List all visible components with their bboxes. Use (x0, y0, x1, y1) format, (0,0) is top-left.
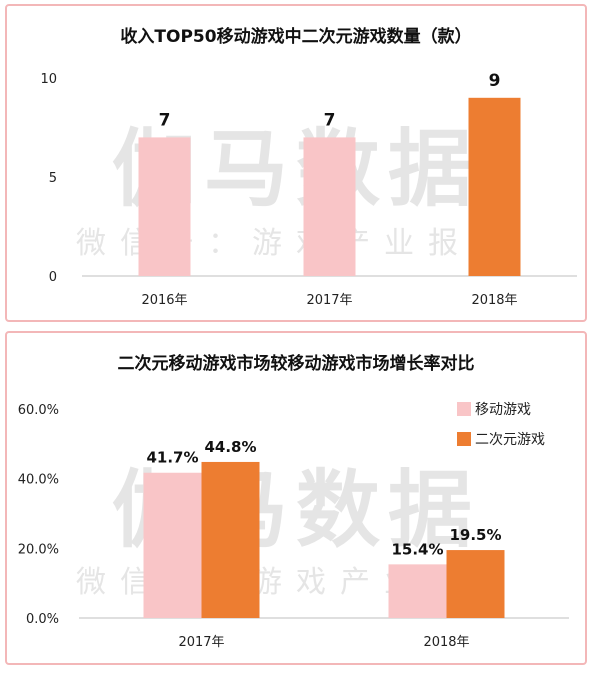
x-tick-label: 2017年 (306, 293, 352, 308)
x-tick-label: 2016年 (141, 293, 187, 308)
x-tick-label: 2018年 (471, 293, 517, 308)
legend-label: 移动游戏 (475, 402, 531, 418)
data-label: 7 (159, 110, 171, 130)
data-label: 9 (489, 71, 501, 91)
chart-panel-1: 收入TOP50移动游戏中二次元游戏数量（款） 伽马数据 微信号：游戏产业报告 0… (5, 4, 587, 322)
y-tick-label: 10 (40, 72, 57, 87)
data-label: 19.5% (449, 526, 501, 544)
chart-panel-2: 二次元移动游戏市场较移动游戏市场增长率对比 伽马数据 微信号：游戏产业报告 0.… (5, 331, 587, 665)
bar (388, 564, 447, 618)
legend-item: 二次元游戏 (457, 429, 545, 449)
x-tick-label: 2018年 (423, 635, 469, 650)
bar (138, 137, 191, 276)
legend-label: 二次元游戏 (475, 432, 545, 448)
bar (201, 461, 260, 618)
legend-swatch (457, 402, 471, 416)
y-tick-label: 60.0% (18, 403, 59, 418)
legend: 移动游戏 二次元游戏 (457, 399, 545, 459)
x-tick-label: 2017年 (178, 635, 224, 650)
data-label: 41.7% (146, 449, 198, 467)
bar (446, 550, 505, 618)
legend-swatch (457, 432, 471, 446)
chart-title: 收入TOP50移动游戏中二次元游戏数量（款） (120, 27, 472, 47)
data-label: 7 (324, 110, 336, 130)
data-label: 44.8% (204, 438, 256, 456)
y-tick-label: 0.0% (26, 612, 59, 627)
y-tick-label: 5 (49, 171, 57, 186)
bar-chart-2: 0.0% 20.0% 40.0% 60.0% 41.7% 44.8% 2017年 15.4% 1… (18, 403, 569, 650)
data-label: 15.4% (391, 540, 443, 558)
bar (303, 137, 356, 276)
y-tick-label: 20.0% (18, 542, 59, 557)
chart-title: 二次元移动游戏市场较移动游戏市场增长率对比 (117, 354, 475, 374)
y-tick-label: 40.0% (18, 473, 59, 488)
y-tick-label: 0 (49, 270, 57, 285)
legend-item: 移动游戏 (457, 399, 545, 419)
bar (468, 97, 521, 276)
bar (143, 472, 202, 618)
bar-chart-1: 0 5 10 7 2016年 7 2017年 9 2018年 (40, 71, 577, 308)
